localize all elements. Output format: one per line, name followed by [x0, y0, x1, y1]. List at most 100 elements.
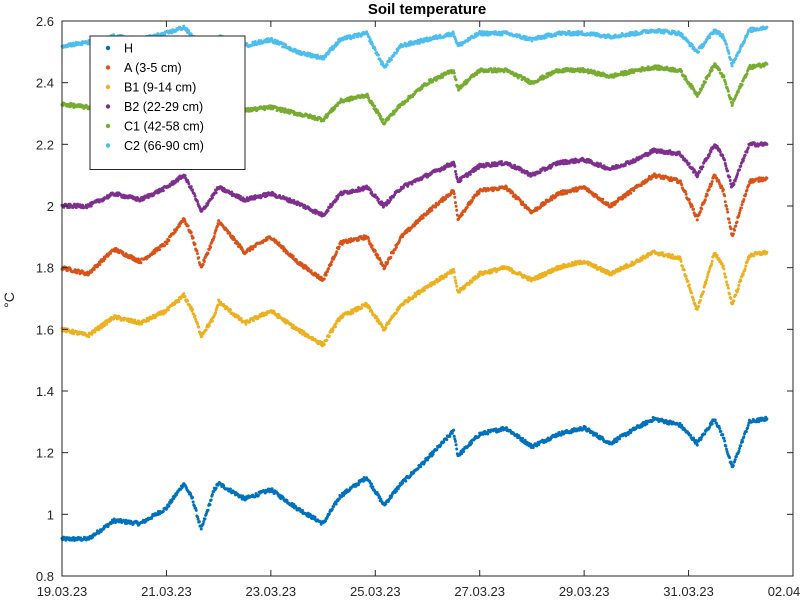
data-point [728, 175, 732, 179]
data-point [212, 235, 216, 239]
data-point [450, 431, 454, 435]
data-point [375, 490, 379, 494]
data-point [167, 238, 171, 242]
data-point [741, 440, 745, 444]
data-point [256, 494, 260, 498]
data-point [384, 326, 388, 330]
data-point [177, 300, 181, 304]
data-point [313, 515, 317, 519]
data-point [732, 182, 736, 186]
data-point [301, 508, 305, 512]
data-point [206, 251, 210, 255]
data-point [300, 262, 304, 266]
data-point [710, 262, 714, 266]
data-point [210, 319, 214, 323]
data-point [455, 208, 459, 212]
data-point [470, 441, 474, 445]
data-point [191, 188, 195, 192]
data-point [204, 328, 208, 332]
data-point [718, 150, 722, 154]
data-point [721, 188, 725, 192]
data-point [92, 268, 96, 272]
data-point [709, 150, 713, 154]
data-point [640, 258, 644, 262]
data-point [678, 179, 682, 183]
data-point [453, 164, 457, 168]
data-point [744, 192, 748, 196]
data-point [165, 242, 169, 246]
data-point [207, 324, 211, 328]
data-point [721, 264, 725, 268]
data-point [734, 293, 738, 297]
data-point [378, 495, 382, 499]
series-1 [60, 415, 769, 542]
data-point [454, 443, 458, 447]
data-point [679, 259, 683, 263]
data-point [632, 189, 636, 193]
data-point [214, 311, 218, 315]
data-point [208, 503, 212, 507]
data-point [523, 438, 527, 442]
data-point [232, 235, 236, 239]
data-point [217, 219, 221, 223]
data-point [158, 248, 162, 252]
data-point [722, 267, 726, 271]
data-point [739, 164, 743, 168]
data-point [744, 430, 748, 434]
data-point [455, 447, 459, 451]
data-point [197, 520, 201, 524]
data-point [698, 170, 702, 174]
data-point [394, 489, 398, 493]
data-point [699, 438, 703, 442]
data-point [710, 422, 714, 426]
data-point [193, 194, 197, 198]
data-point [736, 171, 740, 175]
data-point [389, 255, 393, 259]
data-point [405, 230, 409, 234]
data-point [79, 536, 83, 540]
data-point [734, 454, 738, 458]
data-point [331, 328, 335, 332]
data-point [136, 257, 140, 261]
data-point [98, 263, 102, 266]
data-point [698, 298, 702, 302]
data-point [325, 338, 329, 342]
data-point [723, 272, 727, 276]
data-point [368, 305, 372, 309]
data-point [196, 517, 200, 521]
data-point [322, 342, 326, 346]
data-point [189, 185, 193, 189]
data-point [228, 308, 232, 312]
data-point [704, 281, 708, 285]
data-point [244, 322, 248, 326]
data-point [468, 172, 472, 176]
data-point [703, 432, 707, 436]
data-point [453, 278, 457, 282]
series-2 [60, 172, 769, 282]
data-point [330, 260, 334, 264]
data-point [401, 481, 405, 485]
data-point [715, 421, 719, 425]
data-point [733, 458, 737, 462]
data-point [182, 292, 186, 296]
data-point [741, 159, 745, 163]
data-point [391, 251, 395, 255]
data-point [687, 197, 691, 201]
data-point [421, 216, 425, 220]
data-point [735, 220, 739, 224]
data-point [742, 198, 746, 201]
data-point [434, 205, 438, 209]
data-point [746, 146, 750, 150]
data-point [690, 204, 694, 208]
data-point [153, 251, 157, 255]
data-point [207, 248, 211, 252]
data-point [139, 261, 143, 265]
data-point [386, 260, 390, 264]
data-point [680, 183, 684, 187]
data-point [732, 299, 736, 303]
data-point [357, 238, 360, 242]
data-point [427, 455, 431, 459]
data-point [187, 182, 191, 186]
data-point [453, 201, 457, 205]
